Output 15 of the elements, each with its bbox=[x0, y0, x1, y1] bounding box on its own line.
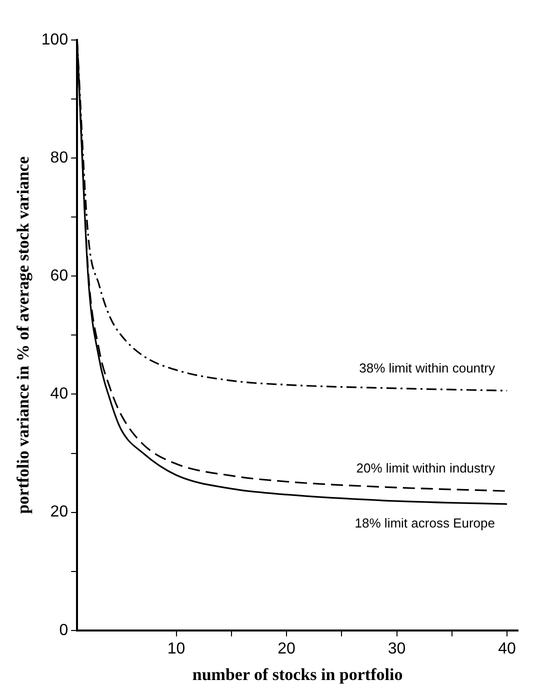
y-tick-label: 100 bbox=[41, 31, 68, 48]
y-tick-label: 80 bbox=[50, 149, 68, 166]
x-tick-label: 30 bbox=[388, 640, 406, 658]
y-tick-label: 0 bbox=[59, 622, 68, 639]
series-label: 38% limit within country bbox=[359, 360, 496, 376]
series-label: 18% limit across Europe bbox=[354, 516, 495, 531]
x-axis-title: number of stocks in portfolio bbox=[192, 665, 403, 684]
series-label: 20% limit within industry bbox=[356, 460, 496, 476]
y-tick-label: 40 bbox=[50, 386, 68, 403]
y-axis-title: portfolio variance in % of average stock variance bbox=[14, 156, 33, 514]
y-tick-label: 20 bbox=[50, 504, 68, 521]
y-tick-label: 60 bbox=[50, 268, 68, 285]
x-tick-label: 10 bbox=[167, 640, 186, 658]
x-tick-label: 20 bbox=[278, 640, 296, 658]
x-tick-label: 40 bbox=[498, 640, 516, 658]
